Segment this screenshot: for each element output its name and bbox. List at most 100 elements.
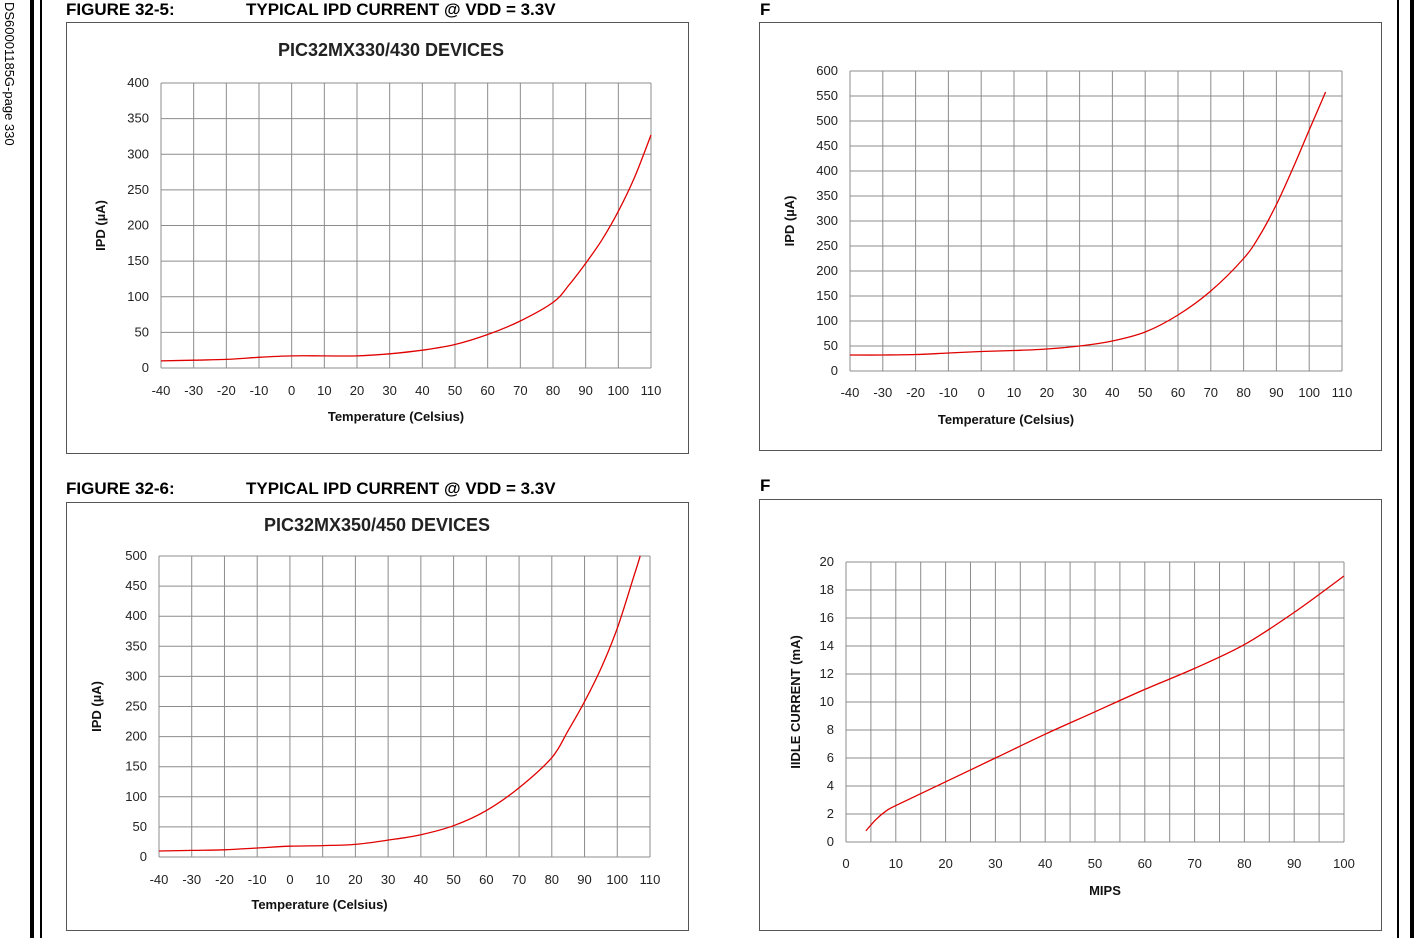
x-tick-label: 40 — [1105, 385, 1119, 400]
y-tick-label: 350 — [816, 188, 838, 203]
y-tick-label: 8 — [827, 722, 834, 737]
y-tick-label: 20 — [820, 554, 834, 569]
figure-5-caption: FIGURE 32-5: TYPICAL IPD CURRENT @ VDD = … — [66, 0, 556, 20]
x-tick-label: 90 — [1269, 385, 1283, 400]
x-tick-label: 80 — [1237, 856, 1251, 871]
x-tick-label: 100 — [1333, 856, 1355, 871]
x-tick-label: 80 — [546, 383, 560, 398]
x-tick-label: 80 — [545, 872, 559, 887]
figure-6-number: FIGURE 32-6: — [66, 479, 175, 498]
y-tick-label: 350 — [125, 638, 147, 653]
x-tick-label: 90 — [578, 383, 592, 398]
y-tick-label: 50 — [133, 819, 147, 834]
x-tick-label: -10 — [939, 385, 958, 400]
x-axis-title: Temperature (Celsius) — [938, 412, 1074, 427]
margin-bar-right-inner — [1397, 0, 1399, 938]
x-tick-label: 60 — [479, 872, 493, 887]
x-axis-title: Temperature (Celsius) — [251, 897, 387, 912]
right-top-caption: F — [760, 0, 771, 19]
chart-panel-right-bottom: 0 2 4 6 8 10 12 14 16 18 20 0 10 20 30 40 50 60 70 80 90 100 M… — [759, 499, 1382, 931]
chart-panel-right-top: 0 50 100 150 200 250 300 350 400 450 500 550 600 -40-… — [759, 22, 1382, 451]
y-tick-label: 18 — [820, 582, 834, 597]
x-tick-label: 70 — [1204, 385, 1218, 400]
x-tick-label: 90 — [1287, 856, 1301, 871]
y-tick-label: 4 — [827, 778, 834, 793]
x-tick-label: 60 — [480, 383, 494, 398]
x-tick-label: 10 — [1007, 385, 1021, 400]
x-tick-label: 0 — [286, 872, 293, 887]
x-tick-label: 110 — [1332, 385, 1353, 400]
x-tick-label: 0 — [978, 385, 985, 400]
y-tick-label: 400 — [127, 75, 149, 90]
x-tick-label: 100 — [607, 383, 629, 398]
x-tick-label: 40 — [414, 872, 428, 887]
x-tick-label: 30 — [382, 383, 396, 398]
x-tick-label: -30 — [184, 383, 203, 398]
right-bottom-caption: F — [760, 476, 771, 495]
x-tick-label: 20 — [350, 383, 364, 398]
y-axis-title: IPD (µA) — [89, 681, 104, 732]
x-tick-label: 10 — [317, 383, 331, 398]
x-tick-label: 70 — [513, 383, 527, 398]
margin-bar-left-inner — [40, 0, 42, 938]
x-tick-label: 70 — [512, 872, 526, 887]
x-tick-label: 50 — [446, 872, 460, 887]
y-tick-label: 550 — [816, 88, 838, 103]
x-tick-label: 0 — [842, 856, 849, 871]
y-tick-label: 150 — [127, 253, 149, 268]
y-tick-label: 450 — [816, 138, 838, 153]
chart-panel-fig6: 0 50 100 150 200 250 300 350 400 450 500 -40 -30 -20-… — [66, 502, 689, 931]
figure-6-caption: FIGURE 32-6: TYPICAL IPD CURRENT @ VDD = … — [66, 479, 556, 499]
y-tick-label: 12 — [820, 666, 834, 681]
y-axis-title: IPD (µA) — [782, 196, 797, 247]
series-line — [158, 555, 641, 852]
x-tick-label: 60 — [1138, 856, 1152, 871]
x-tick-label: 20 — [938, 856, 952, 871]
figure-5-number: FIGURE 32-5: — [66, 0, 175, 19]
x-tick-label: 0 — [288, 383, 295, 398]
x-tick-label: -20 — [906, 385, 925, 400]
x-tick-label: 10 — [889, 856, 903, 871]
x-tick-label: 30 — [988, 856, 1002, 871]
x-tick-label: 100 — [606, 872, 628, 887]
margin-bar-right-outer — [1410, 0, 1414, 938]
y-tick-label: 14 — [820, 638, 834, 653]
y-axis-title: IPD (µA) — [93, 200, 108, 251]
x-tick-label: 20 — [1040, 385, 1054, 400]
chart-title: PIC32MX330/430 DEVICES — [278, 40, 504, 60]
grid-fig6 — [158, 555, 651, 858]
chart-title: PIC32MX350/450 DEVICES — [264, 515, 490, 535]
x-tick-label: -20 — [215, 872, 234, 887]
figure-5-title: TYPICAL IPD CURRENT @ VDD = 3.3V — [246, 0, 556, 19]
y-tick-label: 600 — [816, 63, 838, 78]
y-tick-label: 10 — [820, 694, 834, 709]
x-tick-label: -20 — [217, 383, 236, 398]
y-tick-label: 50 — [135, 324, 149, 339]
x-tick-label: 50 — [448, 383, 462, 398]
y-tick-label: 300 — [816, 213, 838, 228]
y-tick-label: 400 — [816, 163, 838, 178]
grid-figR2 — [845, 561, 1345, 843]
grid-fig5 — [160, 82, 652, 369]
x-tick-label: 70 — [1187, 856, 1201, 871]
y-tick-label: 500 — [816, 113, 838, 128]
y-tick-label: 2 — [827, 806, 834, 821]
series-line — [849, 91, 1327, 356]
y-tick-label: 6 — [827, 750, 834, 765]
x-tick-label: 30 — [1072, 385, 1086, 400]
figure-6-title: TYPICAL IPD CURRENT @ VDD = 3.3V — [246, 479, 556, 498]
series-line — [865, 575, 1345, 832]
x-tick-label: 110 — [640, 872, 661, 887]
y-tick-label: 150 — [816, 288, 838, 303]
chart-right-bottom: 0 2 4 6 8 10 12 14 16 18 20 0 10 20 30 40 50 60 70 80 90 100 M… — [788, 554, 1355, 898]
x-tick-label: -40 — [150, 872, 169, 887]
x-tick-label: 110 — [641, 383, 662, 398]
y-tick-label: 200 — [816, 263, 838, 278]
y-tick-label: 0 — [831, 363, 838, 378]
chart-right-top: 050100150200250300350400450500550600-40-… — [782, 63, 1353, 427]
y-tick-label: 150 — [125, 759, 147, 774]
x-tick-label: 100 — [1298, 385, 1320, 400]
x-tick-label: 40 — [1038, 856, 1052, 871]
y-axis-title: IIDLE CURRENT (mA) — [788, 635, 803, 769]
